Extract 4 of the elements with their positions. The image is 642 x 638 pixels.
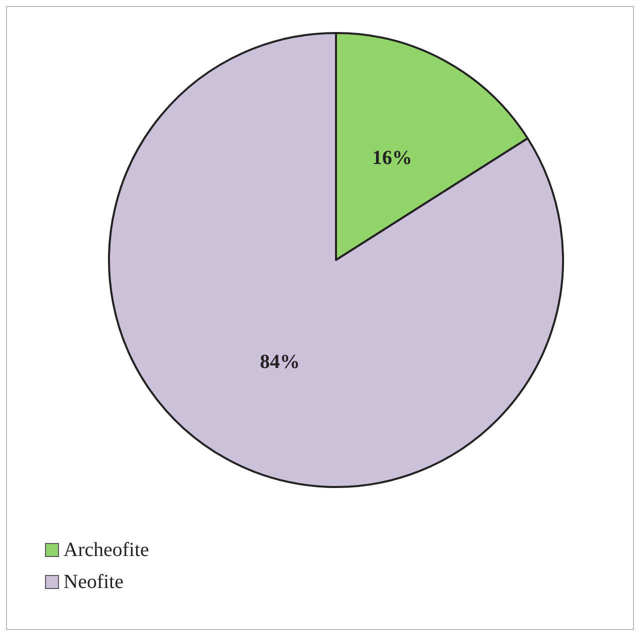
data-label: 16% — [372, 146, 412, 169]
legend-label: Archeofite — [64, 539, 150, 561]
legend-label: Neofite — [64, 571, 124, 593]
data-label: 84% — [260, 351, 300, 374]
